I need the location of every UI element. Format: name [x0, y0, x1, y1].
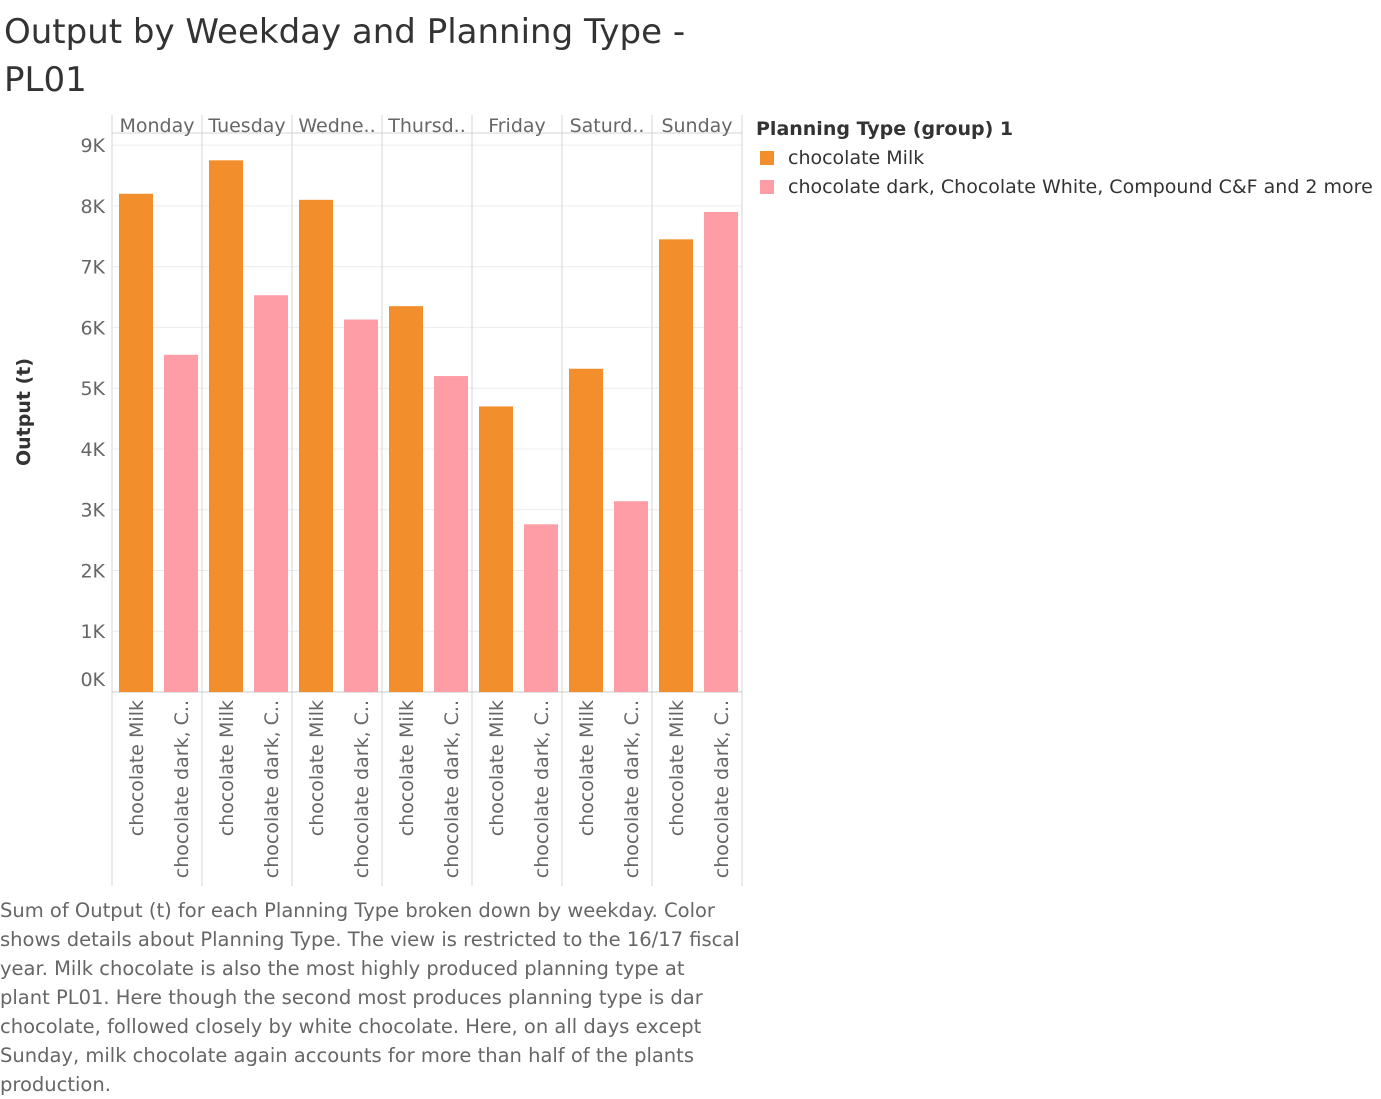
bar-chocolate-dark-group: [434, 376, 468, 692]
weekday-header-label: Tuesday: [207, 115, 285, 137]
bar-chocolate-dark-group: [704, 211, 738, 692]
y-tick-label: 3K: [80, 500, 105, 522]
weekday-header-label: Monday: [119, 115, 194, 137]
y-tick-label: 1K: [80, 621, 105, 643]
bar-chocolate-milk: [659, 239, 693, 692]
chart-title: Output by Weekday and Planning Type - PL…: [4, 12, 686, 100]
category-tick-label: chocolate dark, C..: [621, 700, 643, 878]
bar-chocolate-dark-group: [524, 524, 558, 692]
bar-chocolate-milk: [299, 199, 333, 692]
y-tick-label: 7K: [80, 257, 105, 279]
category-tick-label: chocolate Milk: [576, 700, 598, 836]
legend-swatch-milk: [760, 151, 774, 165]
bar-chocolate-milk: [389, 306, 423, 692]
weekday-header-label: Wedne..: [298, 115, 375, 137]
category-tick-label: chocolate dark, C..: [711, 700, 733, 878]
weekday-header-label: Friday: [488, 115, 546, 137]
legend-item-milk[interactable]: chocolate Milk: [756, 144, 1376, 173]
bar-chocolate-dark-group: [614, 501, 648, 692]
legend: Planning Type (group) 1 chocolate Milk c…: [756, 118, 1376, 202]
bar-chocolate-dark-group: [344, 319, 378, 692]
weekday-header-label: Sunday: [661, 115, 732, 137]
y-tick-label: 4K: [80, 439, 105, 461]
legend-label-milk: chocolate Milk: [788, 147, 925, 169]
category-tick-label: chocolate dark, C..: [261, 700, 283, 878]
legend-swatch-dark-group: [760, 180, 774, 194]
y-tick-label: 0K: [80, 669, 105, 691]
bar-chocolate-dark-group: [164, 354, 198, 692]
category-tick-label: chocolate Milk: [126, 700, 148, 836]
bar-chocolate-dark-group: [254, 295, 288, 692]
legend-title: Planning Type (group) 1: [756, 118, 1014, 140]
weekday-header-label: Thursd..: [387, 115, 466, 137]
bar-chocolate-milk: [119, 193, 153, 692]
category-tick-label: chocolate dark, C..: [171, 700, 193, 878]
bar-chocolate-milk: [569, 368, 603, 692]
category-tick-label: chocolate Milk: [486, 700, 508, 836]
category-tick-label: chocolate Milk: [396, 700, 418, 836]
y-tick-label: 5K: [80, 378, 105, 400]
y-tick-label: 9K: [80, 135, 105, 157]
y-tick-label: 6K: [80, 317, 105, 339]
category-tick-label: chocolate Milk: [306, 700, 328, 836]
category-tick-label: chocolate Milk: [666, 700, 688, 836]
chart-caption: Sum of Output (t) for each Planning Type…: [0, 899, 740, 1096]
weekday-header-label: Saturd..: [570, 115, 645, 137]
y-axis-title: Output (t): [13, 358, 35, 466]
category-tick-label: chocolate dark, C..: [441, 700, 463, 878]
category-tick-label: chocolate Milk: [216, 700, 238, 836]
bar-chocolate-milk: [479, 406, 513, 692]
category-tick-label: chocolate dark, C..: [351, 700, 373, 878]
category-tick-label: chocolate dark, C..: [531, 700, 553, 878]
y-tick-label: 8K: [80, 196, 105, 218]
legend-item-dark-group[interactable]: chocolate dark, Chocolate White, Compoun…: [756, 173, 1376, 202]
y-tick-label: 2K: [80, 560, 105, 582]
bar-chocolate-milk: [209, 160, 243, 692]
legend-label-dark-group: chocolate dark, Chocolate White, Compoun…: [788, 176, 1373, 198]
